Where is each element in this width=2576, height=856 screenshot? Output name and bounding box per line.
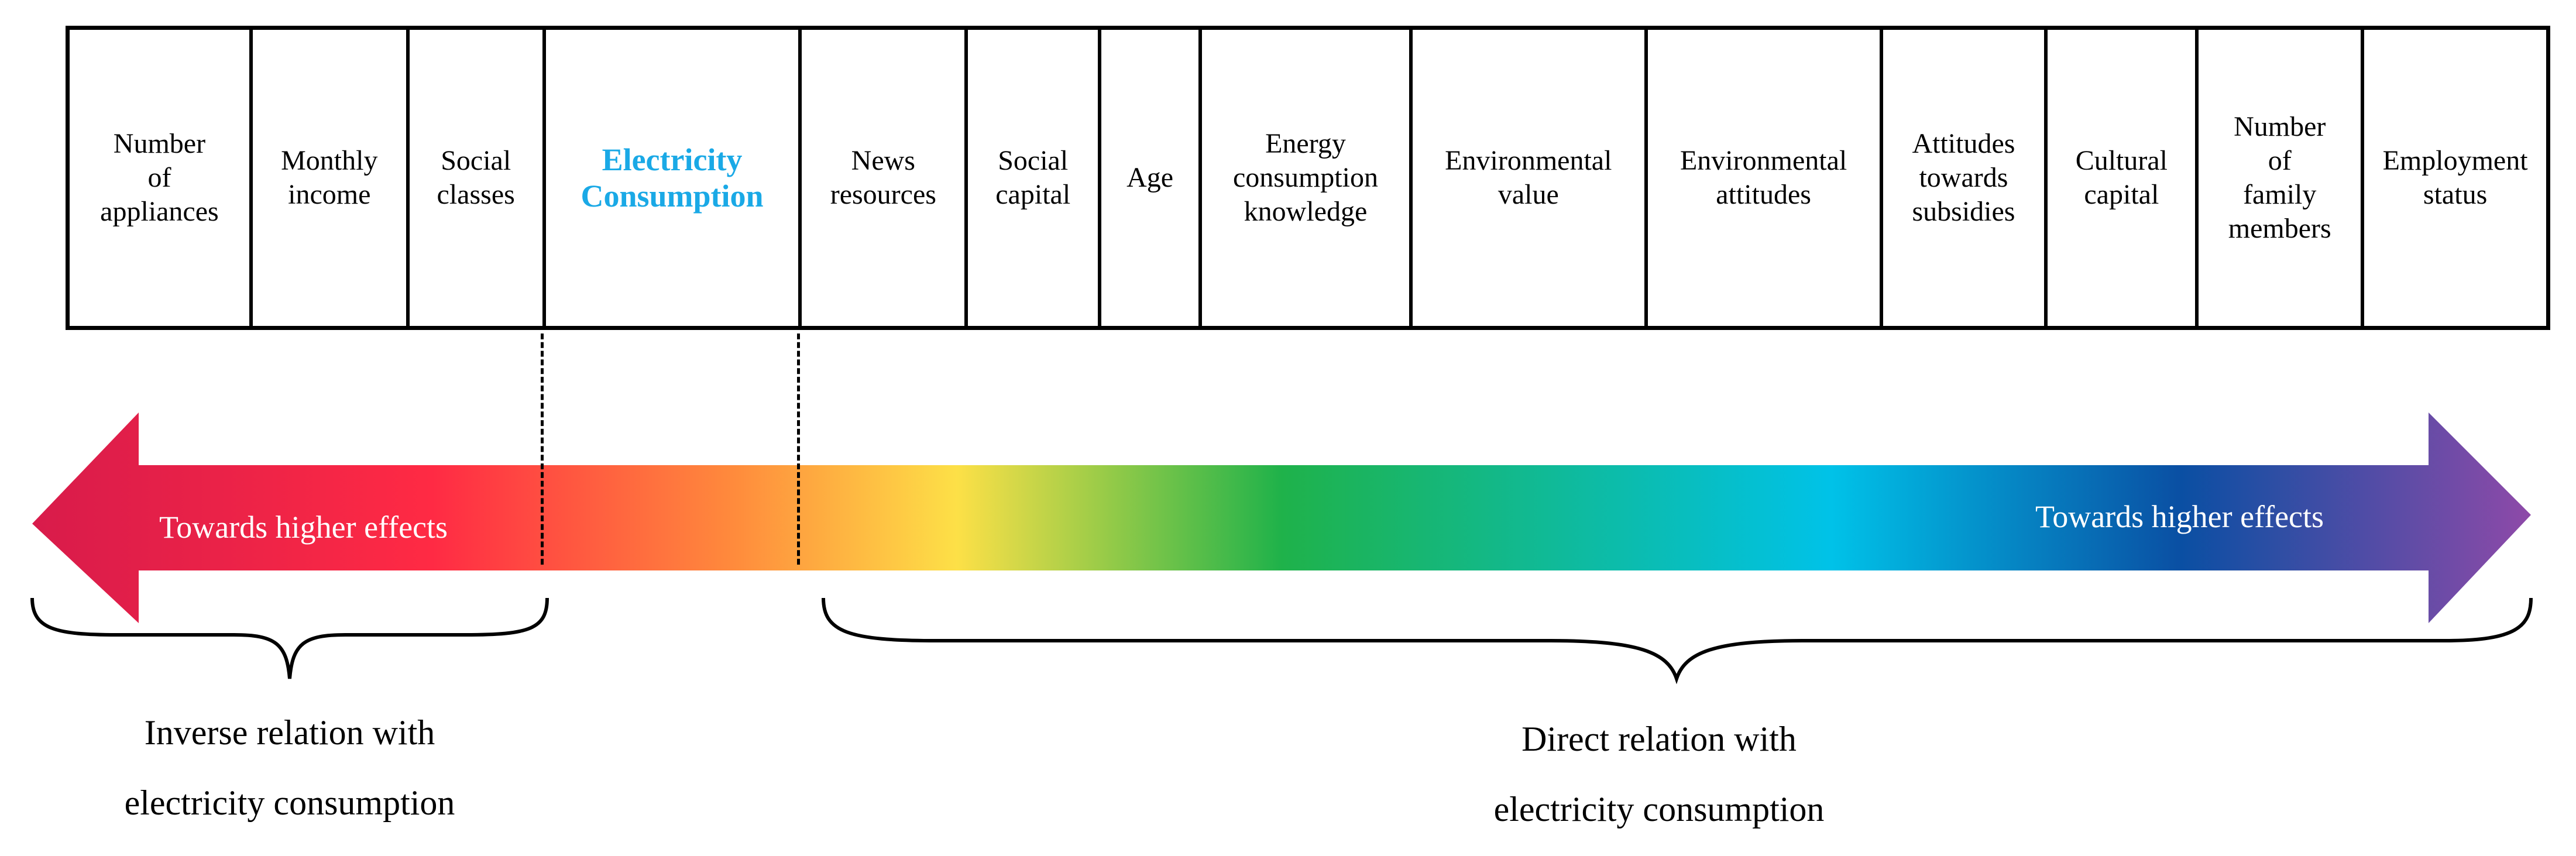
factor-cell-number-of-family-members: Number of family members	[2199, 30, 2365, 326]
separator-dashed-line-right	[797, 334, 800, 565]
caption-inverse-relation: Inverse relation with electricity consum…	[124, 713, 455, 822]
factor-label: News resources	[830, 145, 936, 210]
factor-label: Environmental value	[1445, 145, 1612, 210]
caption-direct-relation: Direct relation with electricity consump…	[1493, 720, 1825, 829]
factor-cell-cultural-capital: Cultural capital	[2048, 30, 2199, 326]
factor-label: Monthly income	[281, 145, 378, 210]
factor-label: Social capital	[995, 145, 1071, 210]
factor-label: Number of appliances	[100, 128, 219, 227]
brace-inverse	[30, 597, 549, 679]
factor-cell-electricity-consumption: Electricity Consumption	[546, 30, 802, 326]
factor-cell-employment-status: Employment status	[2364, 30, 2546, 326]
factor-cell-age: Age	[1101, 30, 1203, 326]
factor-label: Age	[1126, 162, 1174, 193]
factor-label: Cultural capital	[2075, 145, 2168, 210]
factor-label: Environmental attitudes	[1679, 145, 1847, 210]
factor-label: Attitudes towards subsidies	[1912, 128, 2015, 227]
factor-cell-environmental-attitudes: Environmental attitudes	[1648, 30, 1883, 326]
arrow-label-right: Towards higher effects	[2035, 499, 2324, 534]
factor-cell-energy-consumption-knowledge: Energy consumption knowledge	[1202, 30, 1413, 326]
factor-label: Number of family members	[2228, 111, 2331, 244]
factor-cell-environmental-value: Environmental value	[1413, 30, 1648, 326]
factor-cell-attitudes-towards-subsidies: Attitudes towards subsidies	[1883, 30, 2048, 326]
factor-label: Social classes	[437, 145, 515, 210]
factor-table: Number of appliances Monthly income Soci…	[66, 26, 2550, 330]
separator-dashed-line-left	[541, 334, 544, 565]
factor-cell-social-classes: Social classes	[410, 30, 546, 326]
factor-cell-number-of-appliances: Number of appliances	[70, 30, 253, 326]
brace-direct	[822, 597, 2533, 685]
factor-label-highlight: Electricity Consumption	[581, 142, 764, 214]
factor-cell-monthly-income: Monthly income	[253, 30, 410, 326]
factor-label: Employment status	[2382, 145, 2528, 210]
factor-label: Energy consumption knowledge	[1232, 128, 1378, 227]
arrow-label-left: Towards higher effects	[159, 510, 448, 545]
factor-cell-news-resources: News resources	[802, 30, 968, 326]
factor-cell-social-capital: Social capital	[968, 30, 1102, 326]
